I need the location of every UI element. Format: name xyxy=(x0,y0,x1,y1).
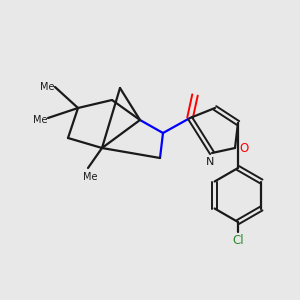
Text: Cl: Cl xyxy=(232,233,244,247)
Text: O: O xyxy=(239,142,249,154)
Text: Me: Me xyxy=(83,172,97,182)
Text: Me: Me xyxy=(33,115,47,125)
Text: N: N xyxy=(206,157,214,167)
Text: Me: Me xyxy=(40,82,54,92)
